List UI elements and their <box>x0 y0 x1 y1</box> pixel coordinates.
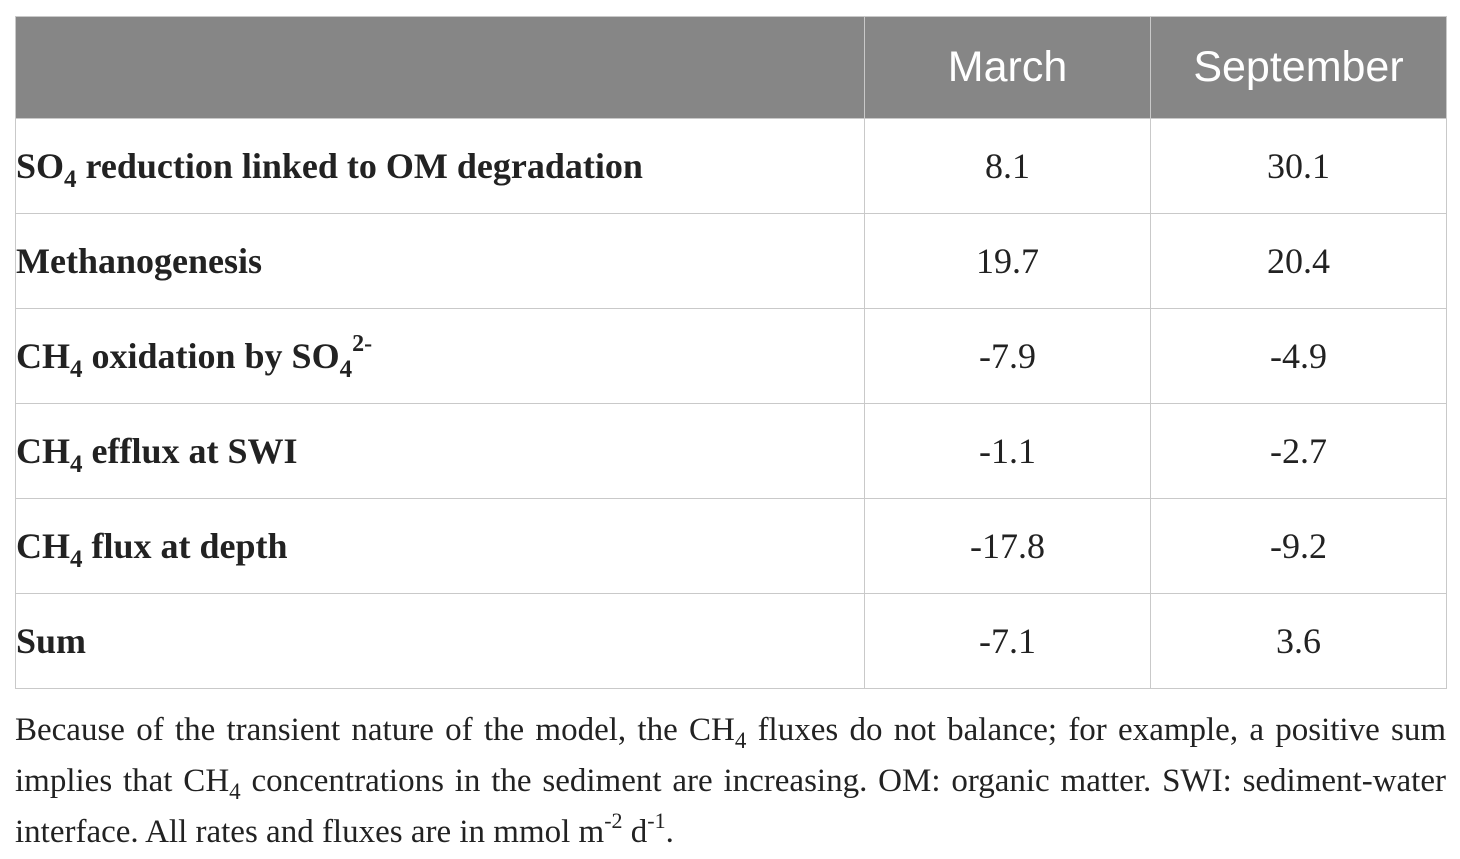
row-label: CH4 efflux at SWI <box>15 403 865 499</box>
label-text: CH <box>16 431 70 471</box>
march-value: -7.1 <box>864 593 1151 689</box>
row-label: Methanogenesis <box>15 213 865 309</box>
footnote-text: fluxes do not balance; for example, a po… <box>15 712 1446 799</box>
footnote-text: concentrations in the sediment are incre… <box>15 763 1446 850</box>
label-superscript: 2- <box>352 331 373 357</box>
label-subscript: 4 <box>70 356 83 383</box>
row-label: CH4 oxidation by SO42- <box>15 308 865 404</box>
footnote-superscript: -2 <box>604 808 623 833</box>
september-value: -9.2 <box>1150 498 1447 594</box>
label-text: CH <box>16 336 70 376</box>
table-row: CH4 flux at depth -17.8 -9.2 <box>15 498 1447 594</box>
label-subscript: 4 <box>70 451 83 478</box>
footnote-text: d <box>622 814 648 850</box>
label-text: flux at depth <box>82 526 288 566</box>
footnote-subscript: 4 <box>229 779 241 804</box>
label-text: efflux at SWI <box>82 431 298 471</box>
header-march: March <box>864 16 1151 119</box>
table-header: March September <box>15 16 1447 119</box>
table-row: Methanogenesis 19.7 20.4 <box>15 213 1447 309</box>
label-subscript: 4 <box>64 166 77 193</box>
footnote-subscript: 4 <box>734 728 747 753</box>
label-text: CH <box>16 526 70 566</box>
table-row: CH4 efflux at SWI -1.1 -2.7 <box>15 403 1447 499</box>
header-september: September <box>1150 16 1447 119</box>
table-row: SO4 reduction linked to OM degradation 8… <box>15 118 1447 214</box>
september-value: 20.4 <box>1150 213 1447 309</box>
march-value: -17.8 <box>864 498 1151 594</box>
march-value: 19.7 <box>864 213 1151 309</box>
label-text: reduction linked to OM degradation <box>76 146 643 186</box>
label-text: oxidation by SO <box>82 336 340 376</box>
row-label: Sum <box>15 593 865 689</box>
footnote-text: . <box>665 814 674 850</box>
row-label: SO4 reduction linked to OM degradation <box>15 118 865 214</box>
header-row: March September <box>15 16 1447 119</box>
row-label: CH4 flux at depth <box>15 498 865 594</box>
label-text: Methanogenesis <box>16 241 262 281</box>
table-body: SO4 reduction linked to OM degradation 8… <box>15 118 1447 689</box>
label-subscript: 4 <box>339 356 353 383</box>
table-row: CH4 oxidation by SO42- -7.9 -4.9 <box>15 308 1447 404</box>
march-value: 8.1 <box>864 118 1151 214</box>
table-footnote: Because of the transient nature of the m… <box>15 706 1446 859</box>
march-value: -7.9 <box>864 308 1151 404</box>
label-subscript: 4 <box>70 546 83 573</box>
footnote-text: Because of the transient nature of the m… <box>15 712 735 748</box>
label-text: Sum <box>16 621 87 661</box>
flux-table: March September SO4 reduction linked to … <box>15 16 1447 689</box>
march-value: -1.1 <box>864 403 1151 499</box>
september-value: 30.1 <box>1150 118 1447 214</box>
header-empty-cell <box>15 16 865 119</box>
september-value: -2.7 <box>1150 403 1447 499</box>
footnote-superscript: -1 <box>647 808 666 833</box>
september-value: -4.9 <box>1150 308 1447 404</box>
september-value: 3.6 <box>1150 593 1447 689</box>
label-text: SO <box>16 146 65 186</box>
table-row: Sum -7.1 3.6 <box>15 593 1447 689</box>
